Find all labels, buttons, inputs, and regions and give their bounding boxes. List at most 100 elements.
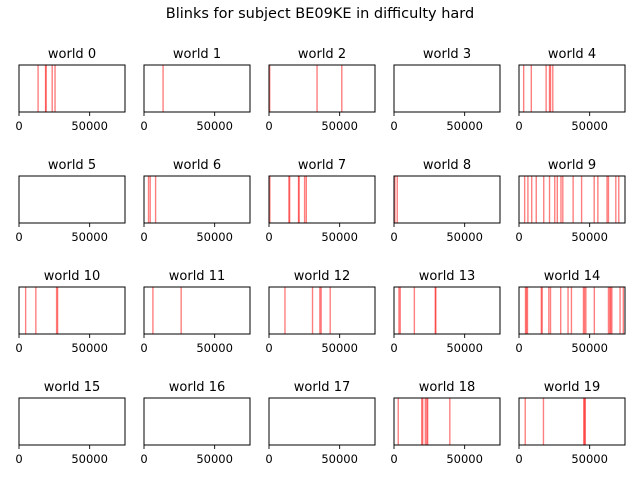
x-tick-label: 0	[265, 119, 272, 133]
subplot-title: world 17	[294, 380, 350, 395]
x-tick-label: 0	[515, 230, 522, 244]
axes-frame	[518, 175, 626, 224]
subplot-title: world 7	[298, 158, 346, 173]
subplot-title: world 13	[419, 269, 475, 284]
subplot-0: world 0 0 50000	[15, 47, 126, 133]
subplot-title: world 8	[423, 158, 471, 173]
subplot-title: world 9	[548, 158, 596, 173]
subplot-1: world 1 0 50000	[140, 47, 251, 133]
x-tick-label: 0	[515, 341, 522, 355]
x-tick-label: 0	[15, 230, 22, 244]
x-tick-label: 0	[15, 341, 22, 355]
subplot-title: world 4	[548, 47, 596, 62]
subplot-11: world 11 0 50000	[140, 269, 251, 355]
subplot-5: world 5 0 50000	[15, 158, 126, 244]
x-tick-label: 0	[390, 230, 397, 244]
subplot-4: world 4 0 50000	[515, 47, 626, 133]
x-tick-label: 50000	[196, 119, 233, 133]
x-tick-label: 50000	[196, 341, 233, 355]
subplot-14: world 14 0 50000	[515, 269, 626, 355]
x-tick-label: 50000	[71, 341, 108, 355]
axes-frame	[18, 397, 126, 446]
x-tick-label: 0	[15, 452, 22, 466]
x-tick-label: 0	[515, 119, 522, 133]
x-tick-label: 0	[140, 452, 147, 466]
x-tick-label: 50000	[571, 341, 608, 355]
axes-frame	[393, 286, 501, 335]
x-tick-label: 0	[140, 230, 147, 244]
x-tick-label: 0	[15, 119, 22, 133]
axes-frame	[518, 64, 626, 113]
subplot-12: world 12 0 50000	[265, 269, 376, 355]
subplot-18: world 18 0 50000	[390, 380, 501, 466]
x-tick-label: 50000	[446, 230, 483, 244]
axes-frame	[393, 397, 501, 446]
x-tick-label: 0	[265, 341, 272, 355]
subplot-title: world 16	[169, 380, 225, 395]
axes-frame	[18, 64, 126, 113]
subplot-title: world 1	[173, 47, 221, 62]
axes-frame	[143, 286, 251, 335]
subplot-title: world 0	[48, 47, 96, 62]
x-tick-label: 50000	[71, 452, 108, 466]
x-tick-label: 50000	[571, 230, 608, 244]
subplot-title: world 11	[169, 269, 225, 284]
subplot-8: world 8 0 50000	[390, 158, 501, 244]
subplot-title: world 5	[48, 158, 96, 173]
x-tick-label: 0	[515, 452, 522, 466]
x-tick-label: 50000	[446, 341, 483, 355]
subplot-title: world 3	[423, 47, 471, 62]
subplot-title: world 12	[294, 269, 350, 284]
subplot-9: world 9 0 50000	[515, 158, 626, 244]
axes-frame	[268, 64, 376, 113]
x-tick-label: 50000	[446, 452, 483, 466]
subplot-title: world 6	[173, 158, 221, 173]
x-tick-label: 50000	[196, 452, 233, 466]
subplot-title: world 2	[298, 47, 346, 62]
x-tick-label: 50000	[571, 119, 608, 133]
x-tick-label: 50000	[321, 341, 358, 355]
x-tick-label: 0	[140, 341, 147, 355]
axes-frame	[143, 64, 251, 113]
x-tick-label: 50000	[446, 119, 483, 133]
subplot-2: world 2 0 50000	[265, 47, 376, 133]
subplot-7: world 7 0 50000	[265, 158, 376, 244]
subplot-15: world 15 0 50000	[15, 380, 126, 466]
subplot-title: world 10	[44, 269, 100, 284]
axes-frame	[518, 286, 626, 335]
x-tick-label: 0	[265, 452, 272, 466]
subplot-title: world 18	[419, 380, 475, 395]
axes-frame	[18, 175, 126, 224]
x-tick-label: 50000	[196, 230, 233, 244]
x-tick-label: 50000	[321, 119, 358, 133]
subplot-13: world 13 0 50000	[390, 269, 501, 355]
axes-frame	[143, 397, 251, 446]
x-tick-label: 0	[390, 119, 397, 133]
x-tick-label: 50000	[321, 230, 358, 244]
subplot-16: world 16 0 50000	[140, 380, 251, 466]
subplot-title: world 19	[544, 380, 600, 395]
subplot-17: world 17 0 50000	[265, 380, 376, 466]
subplot-6: world 6 0 50000	[140, 158, 251, 244]
x-tick-label: 50000	[571, 452, 608, 466]
axes-frame	[518, 397, 626, 446]
axes-frame	[393, 175, 501, 224]
x-tick-label: 50000	[71, 230, 108, 244]
subplot-title: world 14	[544, 269, 600, 284]
axes-frame	[18, 286, 126, 335]
axes-frame	[268, 397, 376, 446]
x-tick-label: 0	[390, 341, 397, 355]
x-tick-label: 0	[140, 119, 147, 133]
x-tick-label: 50000	[321, 452, 358, 466]
axes-frame	[268, 175, 376, 224]
figure-title: Blinks for subject BE09KE in difficulty …	[165, 6, 475, 22]
axes-frame	[268, 286, 376, 335]
x-tick-label: 0	[390, 452, 397, 466]
subplot-10: world 10 0 50000	[15, 269, 126, 355]
subplot-3: world 3 0 50000	[390, 47, 501, 133]
subplot-title: world 15	[44, 380, 100, 395]
axes-frame	[143, 175, 251, 224]
axes-frame	[393, 64, 501, 113]
x-tick-label: 0	[265, 230, 272, 244]
